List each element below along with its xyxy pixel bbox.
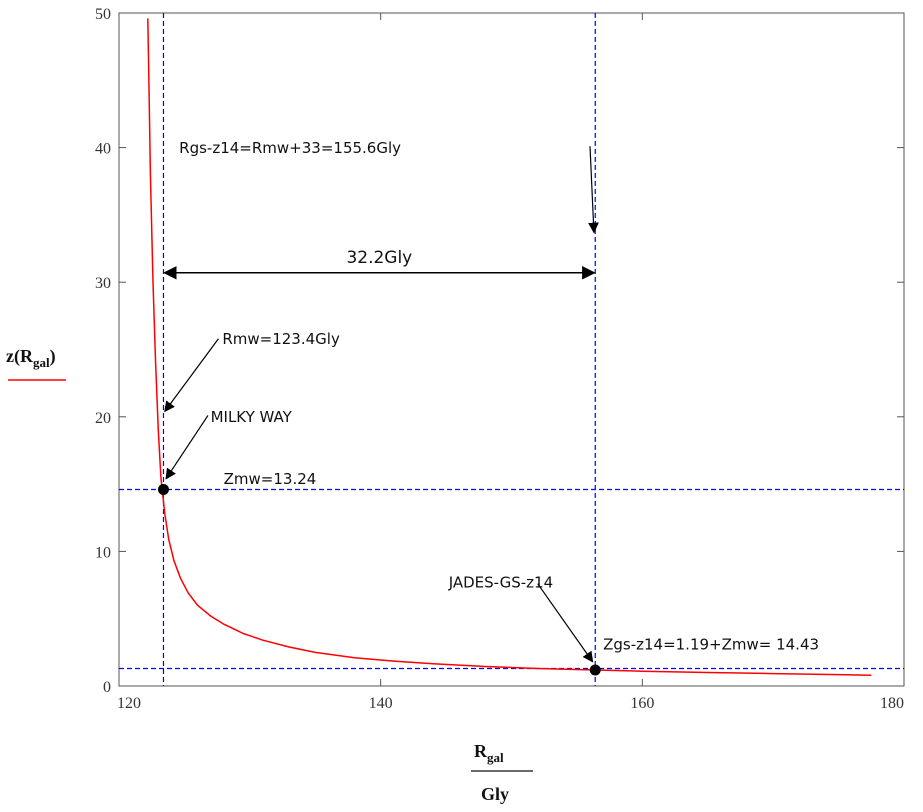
- annotation-arrow: [588, 146, 599, 234]
- annotation-label: Rmw=123.4Gly: [222, 330, 340, 348]
- y-tick-label: 10: [95, 544, 111, 561]
- y-axis-label-prefix: z(: [6, 346, 20, 367]
- axis-ticks: 120 140 160 180 0 10 20 30 40 50: [95, 6, 905, 712]
- y-tick-label: 20: [95, 410, 111, 427]
- y-tick-label: 0: [103, 679, 111, 696]
- annotation-label: Zgs-z14=1.19+Zmw= 14.43: [603, 636, 819, 654]
- annotation-arrow: [537, 583, 594, 663]
- x-tick-label: 160: [630, 695, 654, 712]
- points-group: [157, 483, 601, 676]
- data-point-marker: [589, 664, 601, 676]
- annotation-label: JADES-GS-z14: [448, 574, 553, 592]
- data-point-marker: [157, 483, 169, 495]
- dimension-group: 32.2Gly: [163, 248, 596, 280]
- annotation-label: Rgs-z14=Rmw+33=155.6Gly: [179, 139, 401, 157]
- x-axis-label: Rgal Gly: [471, 741, 533, 804]
- dimension-label: 32.2Gly: [346, 248, 412, 268]
- x-tick-label: 180: [880, 695, 904, 712]
- x-axis-label-numerator: R: [474, 741, 488, 761]
- x-axis-label-subscript: gal: [487, 750, 504, 765]
- plot-frame: [118, 12, 905, 687]
- y-axis-label: z(Rgal): [6, 346, 66, 381]
- y-tick-label: 40: [95, 141, 111, 158]
- svg-text:Rgal: Rgal: [474, 741, 504, 765]
- x-axis-label-denominator: Gly: [481, 784, 509, 804]
- y-axis-label-subscript: gal: [33, 355, 50, 370]
- reference-lines: [119, 13, 904, 686]
- svg-text:z(Rgal): z(Rgal): [6, 346, 56, 370]
- annotation-label: Zmw=13.24: [224, 470, 317, 488]
- y-axis-label-main: R: [20, 346, 34, 366]
- annotation-arrow: [164, 338, 219, 413]
- y-axis-label-suffix: ): [50, 346, 56, 367]
- annotations-group: Rgs-z14=Rmw+33=155.6Gly Rmw=123.4Gly MILKY…: [164, 139, 819, 663]
- series-group: [147, 18, 872, 676]
- series-line: [147, 18, 872, 676]
- x-tick-label: 120: [117, 695, 141, 712]
- y-tick-label: 50: [95, 6, 111, 23]
- annotation-arrow: [165, 415, 209, 480]
- y-tick-label: 30: [95, 275, 111, 292]
- annotation-label: MILKY WAY: [211, 408, 293, 426]
- x-tick-label: 140: [369, 695, 393, 712]
